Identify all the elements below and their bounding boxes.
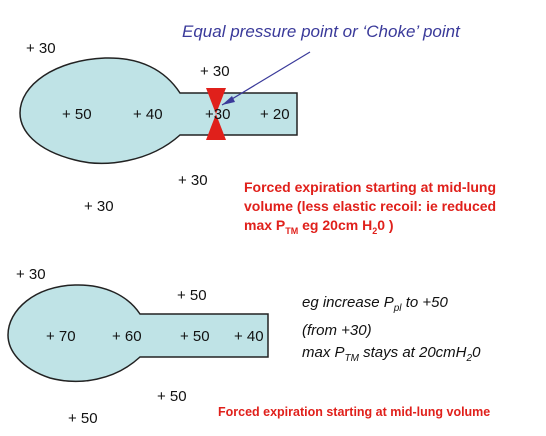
top-airway-pressure-exit: + 20 [260,106,290,123]
bottom-alveolar-pressure: + 70 [46,328,76,345]
bottom-note-line-3-a: max P [302,344,345,361]
top-airway-pressure-choke: +30 [205,106,231,123]
choke-point-marker [206,88,226,140]
top-note-line-3-a: max P [244,217,286,233]
bottom-lung-shape [7,284,269,383]
top-pleural-pressure-upper-left: + 30 [26,40,56,57]
bottom-note-sub-tm: TM [344,353,359,364]
bottom-note-sub-2: 2 [466,353,473,364]
callout-arrow [221,51,311,106]
top-alveolar-pressure: + 50 [62,106,92,123]
top-explanation-note: Forced expiration starting at mid-lung v… [244,178,534,241]
bottom-airway-pressure-exit: + 40 [234,328,264,345]
bottom-note-sub-pl: pl [393,303,402,314]
choke-point-callout: Equal pressure point or ‘Choke’ point [182,22,460,41]
bottom-pleural-pressure-upper-left: + 30 [16,266,46,283]
bottom-explanation-notes: eg increase Ppl to +50 (from +30) max PT… [302,292,537,370]
bottom-note-line-3-c: 0 [472,344,481,361]
top-note-sub-2: 2 [372,225,378,236]
top-pleural-pressure-lower-left: + 30 [84,198,114,215]
top-pleural-pressure-above-airway: + 30 [200,63,230,80]
top-note-line-2: volume (less elastic recoil: ie reduced [244,198,497,214]
top-note-line-3-c: 0 ) [377,217,394,233]
callout-arrowhead [222,96,235,105]
bottom-note-line-1-a: eg increase P [302,294,394,311]
top-airway-pressure-1: + 40 [133,106,163,123]
top-lung-shape [19,57,298,165]
bottom-note-line-3-b: stays at 20cmH [358,344,467,361]
bottom-note-line-2: (from +30) [302,322,372,339]
bottom-pleural-pressure-lower-left: + 50 [68,410,98,427]
top-note-line-3-b: eg 20cm H [298,217,373,233]
bottom-airway-pressure-2: + 50 [180,328,210,345]
bottom-note-line-1-b: to +50 [401,294,448,311]
bottom-airway-pressure-1: + 60 [112,328,142,345]
top-note-sub-tm: TM [285,225,299,236]
bottom-pleural-pressure-above-airway: + 50 [177,287,207,304]
bottom-pleural-pressure-below-airway: + 50 [157,388,187,405]
top-note-line-1: Forced expiration starting at mid-lung [244,179,497,195]
bottom-caption: Forced expiration starting at mid-lung v… [218,405,491,419]
top-pleural-pressure-below-airway: + 30 [178,172,208,189]
